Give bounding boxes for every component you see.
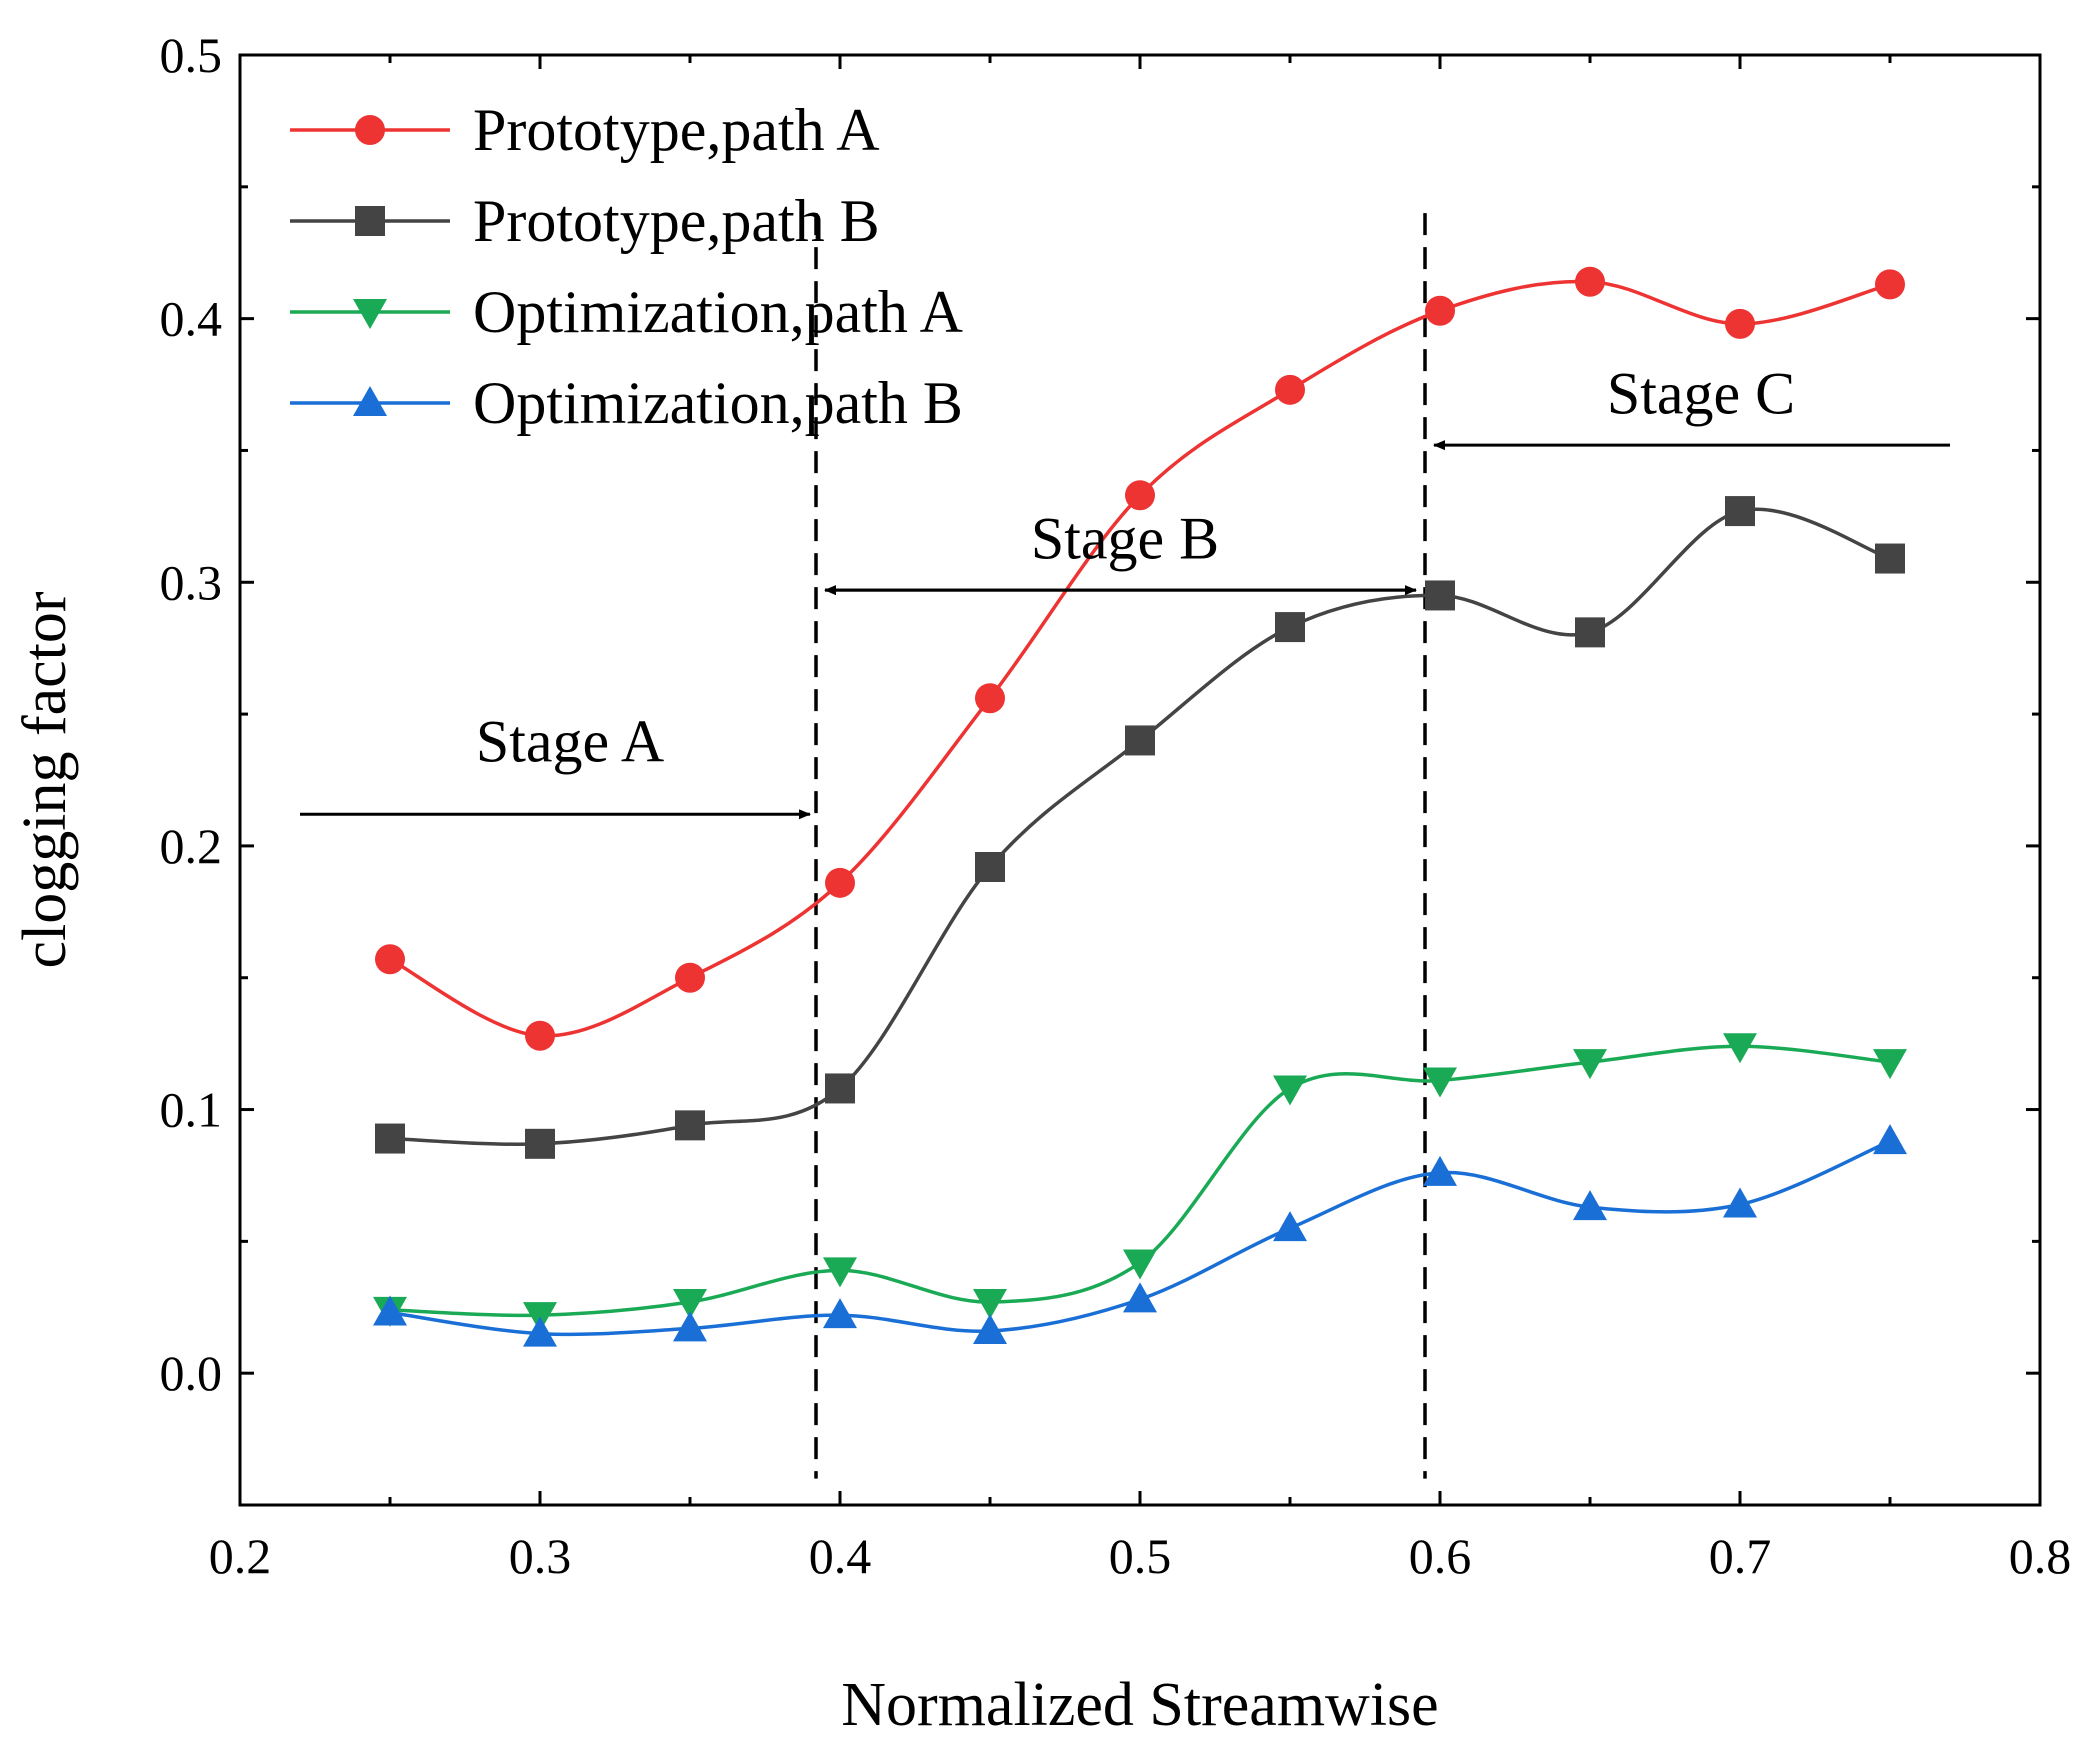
data-point [1425, 580, 1455, 611]
x-tick-label: 0.8 [2009, 1528, 2072, 1584]
y-tick-label: 0.2 [160, 818, 223, 874]
y-axis: 0.0 0.1 0.2 0.3 0.4 0.5 [160, 27, 2040, 1507]
data-point [1273, 1075, 1307, 1106]
stage-boundaries [814, 213, 1427, 1479]
data-point [973, 1314, 1007, 1344]
y-tick-label: 0.1 [160, 1082, 223, 1138]
x-axis-title: Normalized Streamwise [841, 1671, 1438, 1739]
legend-label: Prototype,path A [473, 97, 880, 163]
legend-swatch-marker [353, 299, 387, 329]
data-point [1573, 1049, 1607, 1080]
legend-item: Prototype,path B [290, 188, 880, 254]
data-point [1723, 1187, 1757, 1218]
data-point [825, 867, 855, 898]
legend-swatch-marker [355, 206, 385, 236]
x-tick-label: 0.2 [209, 1528, 272, 1584]
data-point [373, 1295, 407, 1326]
y-tick-label: 0.5 [160, 27, 223, 83]
data-point [1575, 266, 1605, 297]
series-line [389, 507, 1891, 1146]
legend-swatch-marker [353, 386, 387, 416]
data-point [525, 1128, 555, 1159]
data-point [1723, 1033, 1757, 1064]
data-point [1873, 1049, 1907, 1080]
data-point [675, 962, 705, 993]
x-tick-label: 0.6 [1409, 1528, 1472, 1584]
stage-label: Stage C [1607, 361, 1795, 427]
data-point [1875, 269, 1905, 300]
legend-swatch-marker [355, 115, 385, 145]
data-point [1425, 295, 1455, 326]
y-axis-title: clogging factor [11, 591, 79, 968]
data-point [1125, 480, 1155, 511]
x-tick-label: 0.7 [1709, 1528, 1772, 1584]
x-tick-label: 0.5 [1109, 1528, 1172, 1584]
stage-label: Stage B [1031, 506, 1219, 572]
data-point [525, 1020, 555, 1051]
series-2 [375, 496, 1905, 1159]
data-point [1423, 1155, 1457, 1186]
data-point [825, 1073, 855, 1104]
x-axis: 0.2 0.3 0.4 0.5 0.6 0.7 0.8 [209, 55, 2072, 1584]
legend-item: Prototype,path A [290, 97, 880, 163]
y-tick-label: 0.0 [160, 1345, 223, 1401]
y-tick-label: 0.4 [160, 291, 223, 347]
data-point [823, 1298, 857, 1329]
x-tick-label: 0.3 [509, 1528, 572, 1584]
data-point [675, 1110, 705, 1141]
series-1 [375, 266, 1905, 1051]
data-point [975, 683, 1005, 714]
series-4 [373, 1124, 1907, 1347]
legend: Prototype,path A Prototype,path B Optimiza… [290, 97, 963, 436]
data-point [1873, 1124, 1907, 1155]
data-point [1725, 308, 1755, 339]
data-point [673, 1289, 707, 1319]
series-line [389, 279, 1891, 1038]
data-point [375, 1123, 405, 1154]
data-point [1123, 1249, 1157, 1280]
data-point [973, 1289, 1007, 1319]
data-point [1875, 543, 1905, 574]
legend-label: Optimization,path A [473, 279, 963, 345]
data-point [1275, 612, 1305, 643]
data-point [823, 1257, 857, 1288]
data-point [975, 852, 1005, 882]
stage-annotations: Stage A Stage B Stage C [300, 361, 1950, 820]
data-point [1275, 374, 1305, 405]
data-point [1273, 1211, 1307, 1242]
y-tick-label: 0.3 [160, 554, 223, 610]
data-point [1575, 617, 1605, 648]
data-point [1125, 725, 1155, 756]
data-point [1573, 1190, 1607, 1221]
data-point [375, 944, 405, 975]
stage-label: Stage A [476, 709, 664, 775]
legend-item: Optimization,path A [290, 279, 963, 345]
data-point [523, 1316, 557, 1347]
data-point [1725, 496, 1755, 527]
series-layer [373, 266, 1907, 1347]
legend-label: Prototype,path B [473, 188, 880, 254]
legend-label: Optimization,path B [473, 370, 963, 436]
data-point [1123, 1282, 1157, 1313]
legend-item: Optimization,path B [290, 370, 963, 436]
x-tick-label: 0.4 [809, 1528, 872, 1584]
data-point [673, 1311, 707, 1342]
data-point [1423, 1067, 1457, 1098]
